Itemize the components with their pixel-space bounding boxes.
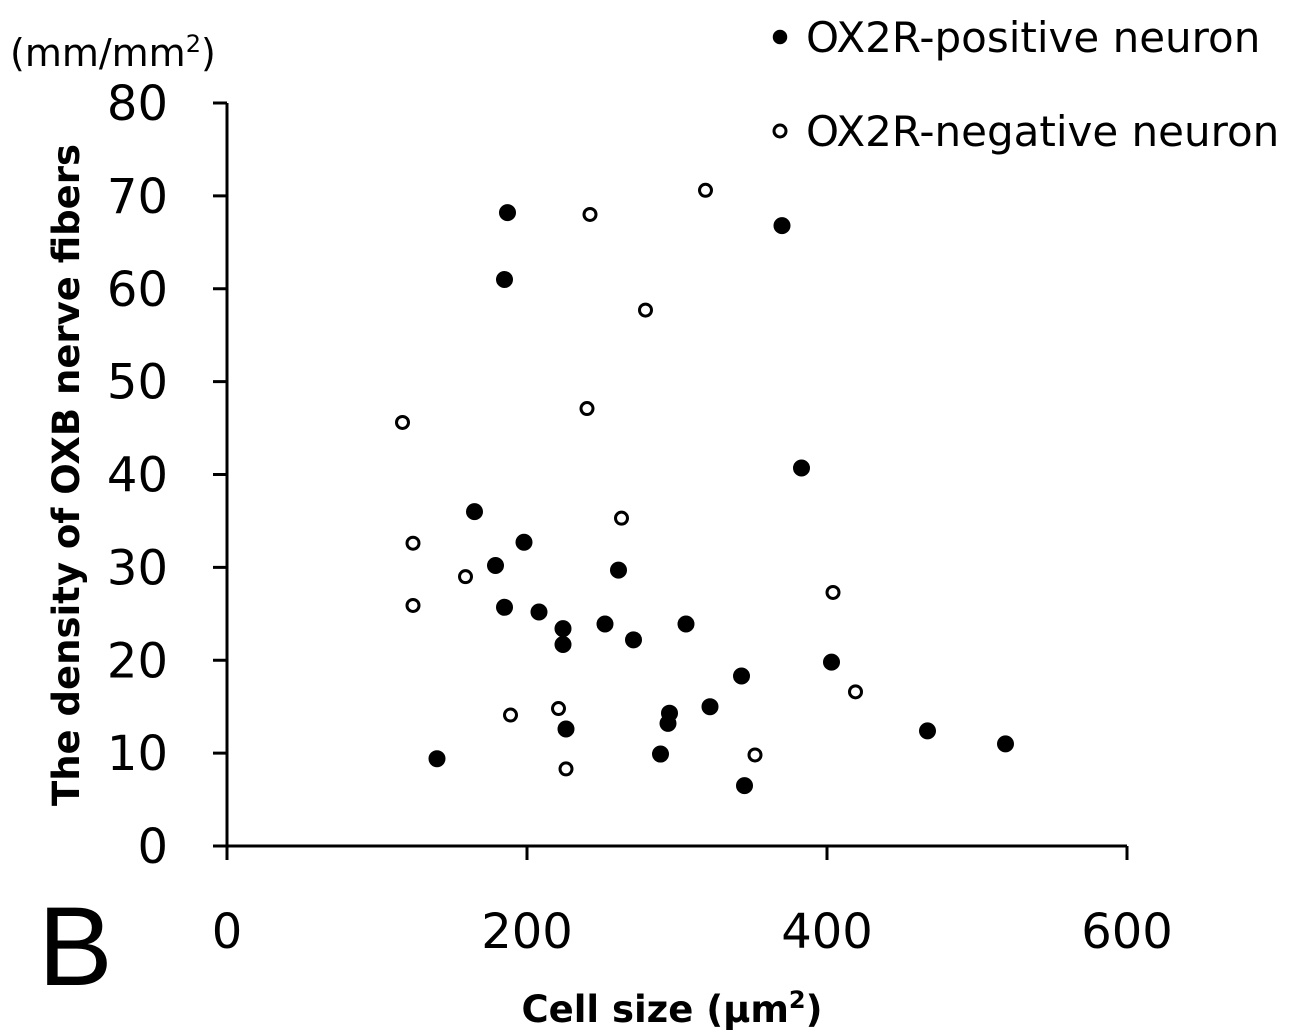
x-tick-label: 200 <box>481 904 573 960</box>
point-ox2r-negative <box>825 584 841 600</box>
y-tick-label: 80 <box>107 76 168 132</box>
point-ox2r-negative <box>582 206 598 222</box>
point-ox2r-negative <box>698 182 713 198</box>
point-ox2r-negative <box>848 684 863 700</box>
point-ox2r-negative <box>747 747 763 763</box>
legend-marker-negative <box>772 123 788 139</box>
point-ox2r-positive <box>496 598 513 616</box>
point-ox2r-negative <box>579 401 595 417</box>
panel-label: B <box>38 884 113 1009</box>
point-ox2r-positive <box>596 615 614 633</box>
point-ox2r-negative <box>551 701 566 717</box>
point-ox2r-positive <box>736 777 753 795</box>
axes <box>213 101 1129 860</box>
x-tick-label: 400 <box>781 904 873 960</box>
point-ox2r-positive <box>793 459 810 477</box>
y-unit-label: (mm/mm2) <box>10 30 216 75</box>
point-ox2r-negative <box>405 535 421 551</box>
y-tick-label: 10 <box>107 726 168 782</box>
y-tick-label: 40 <box>107 448 168 504</box>
point-ox2r-positive <box>515 533 533 551</box>
point-ox2r-negative <box>458 569 473 585</box>
point-ox2r-positive <box>659 714 677 732</box>
point-ox2r-positive <box>557 720 575 738</box>
legend-label-negative: OX2R-negative neuron <box>806 107 1279 156</box>
y-tick-label: 60 <box>107 262 168 318</box>
point-ox2r-positive <box>677 615 695 633</box>
point-ox2r-positive <box>919 722 936 740</box>
legend-label-positive: OX2R-positive neuron <box>806 13 1260 62</box>
point-ox2r-positive <box>466 503 483 521</box>
y-tick-label: 70 <box>107 169 168 225</box>
legend-marker-positive <box>772 29 788 45</box>
point-ox2r-positive <box>773 217 791 235</box>
y-tick-label: 0 <box>137 819 168 875</box>
y-axis-title: The density of OXB nerve fibers <box>45 144 88 806</box>
point-ox2r-negative <box>405 597 421 613</box>
point-ox2r-negative <box>558 761 574 777</box>
point-ox2r-positive <box>530 603 548 621</box>
point-ox2r-positive <box>496 270 513 288</box>
y-tick-label: 20 <box>107 633 168 689</box>
x-axis-title: Cell size (μm2) <box>521 986 822 1031</box>
point-ox2r-positive <box>701 698 719 716</box>
data-points <box>395 182 1014 795</box>
point-ox2r-negative <box>503 707 518 723</box>
tick-labels: 0 10 20 30 40 50 60 70 80 0 200 400 600 <box>107 76 1173 960</box>
point-ox2r-positive <box>652 745 669 763</box>
point-ox2r-positive <box>625 631 642 649</box>
point-ox2r-negative <box>614 510 629 526</box>
point-ox2r-positive <box>554 635 572 653</box>
point-ox2r-negative <box>638 302 653 318</box>
point-ox2r-positive <box>733 667 750 685</box>
point-ox2r-positive <box>499 204 516 222</box>
point-ox2r-positive <box>610 561 627 579</box>
point-ox2r-positive <box>428 750 446 768</box>
point-ox2r-positive <box>487 557 504 575</box>
x-tick-label: 600 <box>1081 904 1173 960</box>
point-ox2r-negative <box>395 414 410 430</box>
y-tick-label: 50 <box>107 355 168 411</box>
point-ox2r-positive <box>554 620 572 638</box>
y-tick-label: 30 <box>107 540 168 596</box>
point-ox2r-positive <box>997 735 1014 753</box>
legend: OX2R-positive neuron OX2R-negative neuro… <box>772 13 1279 156</box>
x-tick-label: 0 <box>212 904 243 960</box>
point-ox2r-positive <box>823 653 840 671</box>
